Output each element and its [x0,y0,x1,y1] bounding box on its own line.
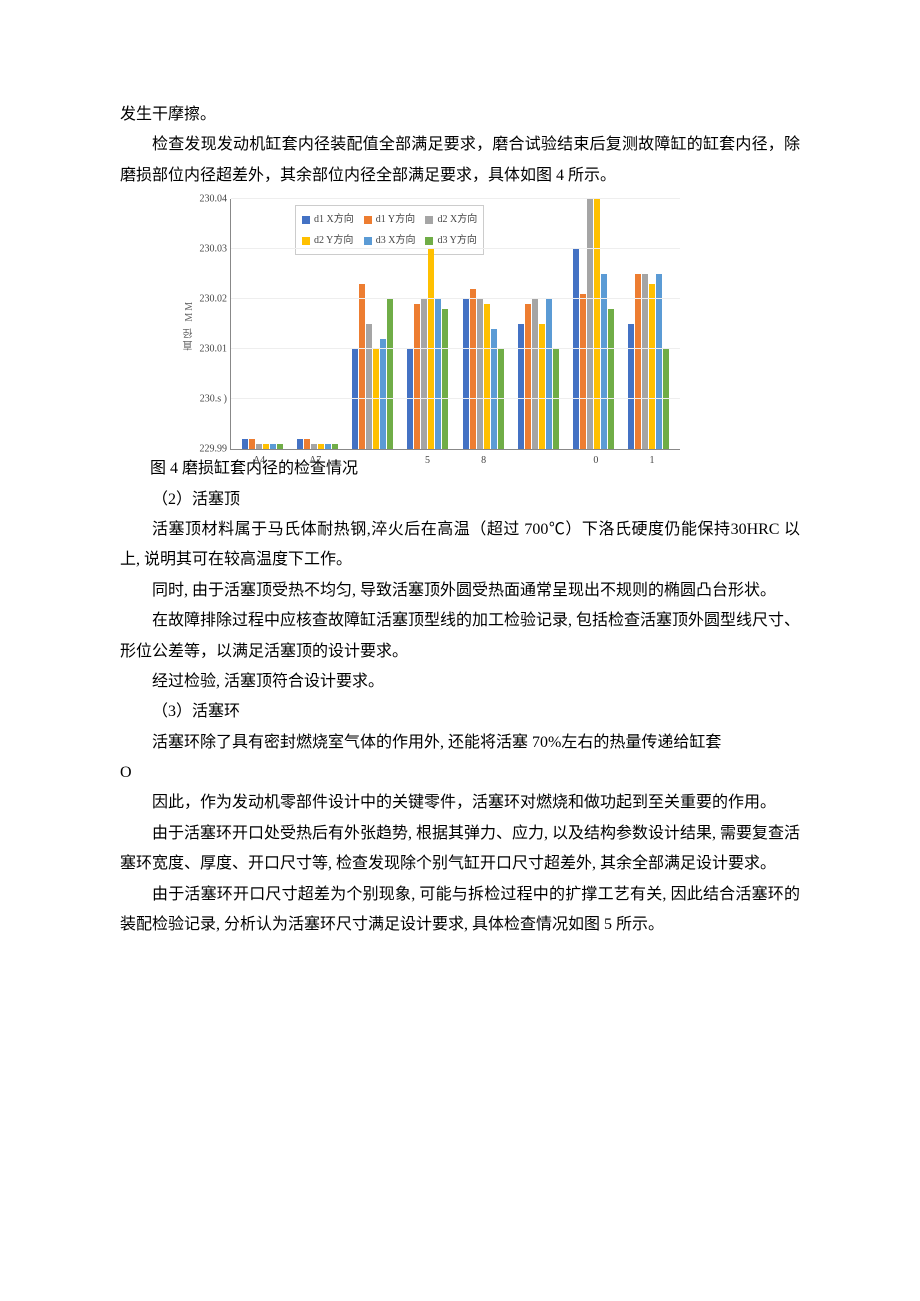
chart-xtick: 8 [481,449,486,470]
chart-xtick: A4 [253,449,265,470]
chart-bar [635,274,641,449]
chart-bar [532,299,538,449]
chart-xtick: A7 [309,449,321,470]
chart-bar [656,274,662,449]
chart-bar [352,349,358,449]
chart-ytick: 230.01 [200,340,232,359]
chart-bar [242,439,248,449]
chart-bar-group [511,199,566,449]
chart-bar-group [345,199,400,449]
chart-bar [304,439,310,449]
chart-bar [373,349,379,449]
chart-ytick: 229.99 [200,440,232,459]
chart-bar [608,309,614,449]
chart-bar-group [400,199,455,449]
chart-bar-group [566,199,621,449]
paragraph: 活塞顶材料属于马氏体耐热钢,淬火后在高温（超过 700℃）下洛氏硬度仍能保持30… [120,515,800,576]
chart-bar [573,249,579,449]
chart-bar [277,444,283,449]
chart-bar [414,304,420,449]
chart-bar [435,299,441,449]
subheading-3: （3）活塞环 [120,697,800,727]
chart-bar [359,284,365,449]
paragraph: 因此，作为发动机零部件设计中的关键零件，活塞环对燃烧和做功起到至关重要的作用。 [120,788,800,818]
chart-bar-group [290,199,345,449]
chart-bar [642,274,648,449]
paragraph: 由于活塞环开口处受热后有外张趋势, 根据其弹力、应力, 以及结构参数设计结果, … [120,819,800,880]
chart-bar [601,274,607,449]
chart-bar [380,339,386,449]
chart-bar [297,439,303,449]
chart-bar [518,324,524,449]
chart-bar [484,304,490,449]
chart-xtick: 1 [649,449,654,470]
chart-bar [580,294,586,449]
chart-bar-group [621,199,676,449]
chart-bar [407,349,413,449]
chart-bar [387,299,393,449]
subheading-2: （2）活塞顶 [120,485,800,515]
chart-bar [463,299,469,449]
chart-bar [470,289,476,449]
chart-ytick: 230.s ) [200,390,231,409]
chart-bar [539,324,545,449]
chart-bar [325,444,331,449]
chart-bar [270,444,276,449]
chart-ytick: 230.04 [200,190,232,209]
chart-ytick: 230.03 [200,240,232,259]
chart-bar [546,299,552,449]
chart-xtick: 5 [425,449,430,470]
chart-bar-group [235,199,290,449]
chart-bar [587,199,593,449]
chart-bar [332,444,338,449]
chart-bar [628,324,634,449]
paragraph: O [120,758,800,788]
chart-bar [663,349,669,449]
chart-bar [428,249,434,449]
chart-xtick: 0 [593,449,598,470]
chart-bar [594,199,600,449]
paragraph: 检查发现发动机缸套内径装配值全部满足要求，磨合试验结束后复测故障缸的缸套内径，除… [120,130,800,191]
chart-bar [491,329,497,449]
chart-bar [249,439,255,449]
chart-bar [477,299,483,449]
figure-4-chart: 直径 MM d1 X方向d1 Y方向d2 X方向d2 Y方向d3 X方向d3 Y… [180,199,680,450]
chart-bar-group [456,199,511,449]
chart-bar [498,349,504,449]
paragraph: 由于活塞环开口尺寸超差为个别现象, 可能与拆检过程中的扩撑工艺有关, 因此结合活… [120,880,800,941]
paragraph: 活塞环除了具有密封燃烧室气体的作用外, 还能将活塞 70%左右的热量传递给缸套 [120,728,800,758]
chart-bar [649,284,655,449]
chart-bar [366,324,372,449]
paragraph: 发生干摩擦。 [120,100,800,130]
chart-bar [525,304,531,449]
chart-ytick: 230.02 [200,290,232,309]
chart-bar [553,349,559,449]
chart-bar [421,299,427,449]
figure-4-caption: 图 4 磨损缸套内径的检查情况 [150,454,800,484]
paragraph: 同时, 由于活塞顶受热不均匀, 导致活塞顶外圆受热面通常呈现出不规则的椭圆凸台形… [120,576,800,606]
paragraph: 经过检验, 活塞顶符合设计要求。 [120,667,800,697]
chart-ylabel: 直径 MM [180,300,199,350]
chart-bar [442,309,448,449]
paragraph: 在故障排除过程中应核查故障缸活塞顶型线的加工检验记录, 包括检查活塞顶外圆型线尺… [120,606,800,667]
